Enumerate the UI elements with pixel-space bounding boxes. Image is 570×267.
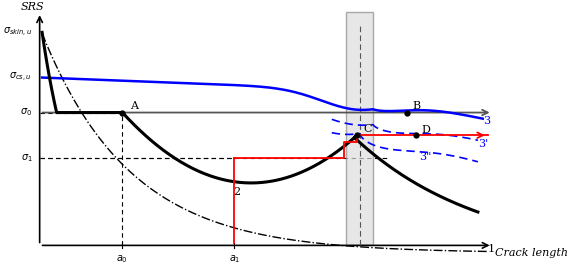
Text: 3: 3	[483, 116, 490, 126]
Text: $\sigma_{cs,u}$: $\sigma_{cs,u}$	[9, 71, 32, 84]
Text: A: A	[130, 101, 138, 111]
Text: 3": 3"	[420, 152, 432, 162]
Text: 2: 2	[233, 187, 240, 197]
Text: 3': 3'	[478, 139, 488, 149]
Text: C: C	[363, 124, 372, 134]
Text: B: B	[412, 101, 420, 111]
Text: $a_0$: $a_0$	[116, 253, 128, 265]
Text: SRS: SRS	[21, 2, 44, 12]
Text: $\sigma_0$: $\sigma_0$	[21, 107, 32, 119]
Text: D: D	[421, 125, 430, 135]
FancyBboxPatch shape	[347, 12, 373, 245]
Text: $a_1$: $a_1$	[229, 253, 240, 265]
Text: $\sigma_{skin,u}$: $\sigma_{skin,u}$	[3, 26, 32, 39]
Text: Crack length: Crack length	[495, 248, 568, 258]
Text: 1: 1	[487, 244, 495, 254]
Text: $\sigma_1$: $\sigma_1$	[21, 152, 32, 164]
